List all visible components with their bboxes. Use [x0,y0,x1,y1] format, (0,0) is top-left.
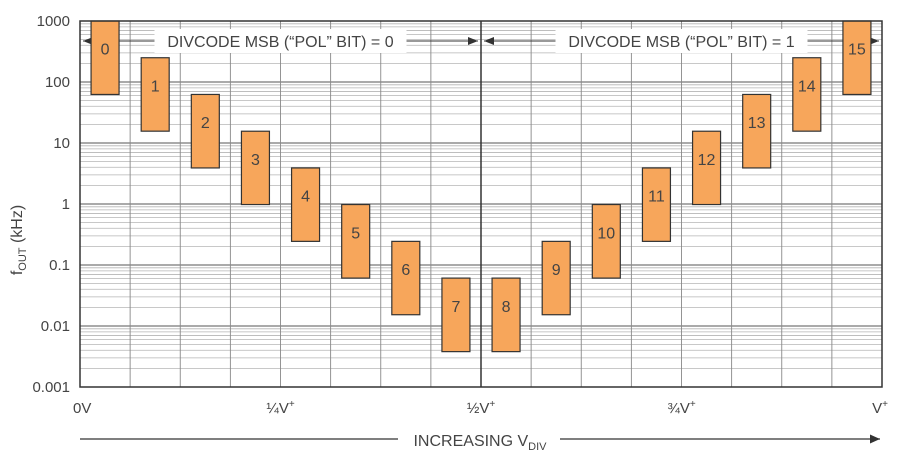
chart-grid [80,21,882,387]
y-axis-label-unit: (kHz) [9,205,26,248]
x-axis-label: INCREASING VDIV [413,433,547,453]
y-tick-label: 0.01 [41,318,70,335]
x-tick-main: V [872,400,882,417]
x-tick-label: ¾V+ [667,399,696,417]
range-bar [792,57,822,132]
x-tick-main: 0V [73,400,91,417]
range-bar [341,203,371,279]
range-bar [842,20,872,96]
range-bar-label: 14 [798,78,816,95]
plot-frame [79,20,883,388]
x-tick-sup: + [882,399,888,410]
range-bar [90,20,120,96]
y-tick-label: 1 [62,196,70,213]
range-bar-label: 2 [201,115,210,132]
range-bar [391,240,421,316]
range-bar [290,167,321,242]
range-bar-label: 13 [748,115,766,132]
region-arrow-left-head [484,37,494,45]
x-tick-main: ¾V [667,400,690,417]
y-tick-label: 0.1 [49,257,70,274]
x-tick-sup: + [690,399,696,410]
region-label-bg [555,29,808,53]
range-bar-label: 3 [251,152,260,169]
x-tick-main: ¼V [266,400,289,417]
region-label-bg [154,29,407,53]
range-bar [441,277,471,353]
y-axis-ticks: 1000 100 10 1 0.1 0.01 0.001 [32,13,70,396]
range-bar-label: 15 [848,42,866,59]
range-bar-label: 4 [301,189,310,206]
range-bar-label: 1 [151,78,160,95]
x-axis-arrow-head [870,434,880,444]
x-tick-sup: + [489,399,495,410]
range-bar [691,130,722,206]
y-axis-label-sub: OUT [17,247,29,271]
range-bar-label: 0 [101,42,110,59]
range-bar [240,130,271,206]
region-arrow-right-head [468,37,478,45]
range-bar-label: 5 [351,225,360,242]
range-bar-label: 6 [401,262,410,279]
range-bar [641,167,672,242]
y-tick-label: 1000 [37,13,70,30]
range-bar-label: 10 [597,225,615,242]
range-bar-label: 8 [502,299,511,316]
range-bar [541,240,571,316]
range-bar-label: 9 [552,262,561,279]
range-bar [591,203,621,279]
pol-bit-regions: DIVCODE MSB (“POL” BIT) = 0 DIVCODE MSB (… [83,29,879,53]
y-axis-label: fOUT (kHz) [9,205,29,275]
x-axis-label-bg [398,428,560,450]
x-tick-label: 0V [73,400,91,417]
x-tick-sup: + [289,399,295,410]
y-tick-label: 10 [53,135,70,152]
region-label: DIVCODE MSB (“POL” BIT) = 1 [568,34,794,51]
x-axis-label-sub: DIV [528,441,547,453]
range-bar-label: 7 [451,299,460,316]
range-bar [140,57,170,132]
region-label: DIVCODE MSB (“POL” BIT) = 0 [167,34,393,51]
x-tick-label: ½V+ [467,399,496,417]
y-axis-label-main: f [9,270,26,275]
range-bar [491,277,521,353]
x-axis-label-main: INCREASING V [413,433,528,450]
range-bar-label: 12 [698,152,716,169]
y-tick-label: 100 [45,74,70,91]
range-bar [190,93,220,169]
x-tick-label: ¼V+ [266,399,295,417]
range-bar [742,93,772,169]
x-tick-main: ½V [467,400,490,417]
range-bar-label: 11 [648,189,665,206]
y-tick-label: 0.001 [32,379,70,396]
x-axis-ticks: 0V ¼V+ ½V+ ¾V+ V+ [73,399,888,417]
x-tick-label: V+ [872,399,888,417]
x-axis-label-group: INCREASING VDIV [80,428,880,453]
